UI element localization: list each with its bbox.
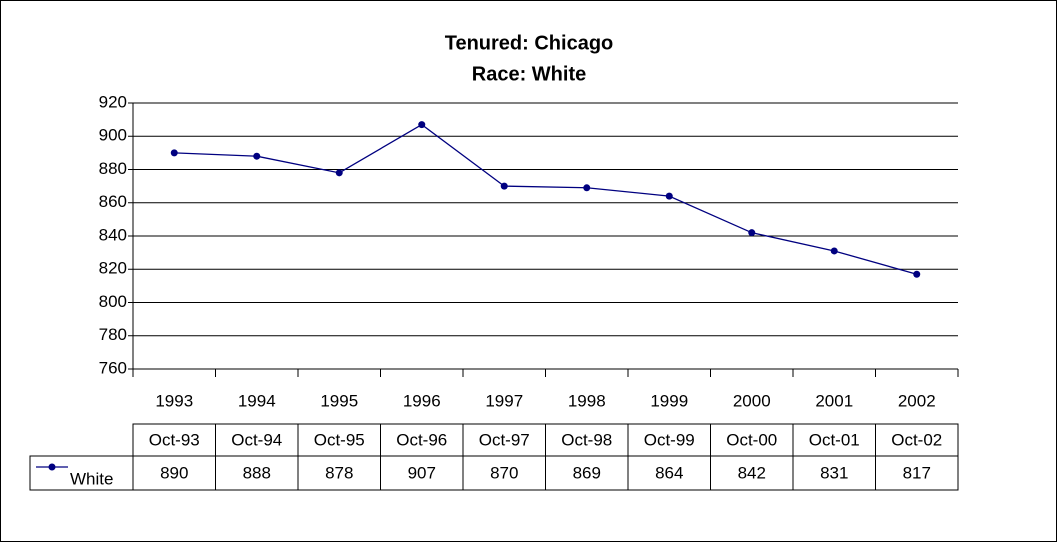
x-tick-label: 1995 bbox=[320, 391, 358, 410]
x-tick-label: 1998 bbox=[568, 391, 606, 410]
y-tick-label: 860 bbox=[99, 192, 127, 211]
table-header: Oct-99 bbox=[644, 430, 695, 449]
y-tick-label: 780 bbox=[99, 325, 127, 344]
x-tick-label: 1997 bbox=[485, 391, 523, 410]
data-point bbox=[583, 184, 591, 192]
table-value: 888 bbox=[243, 463, 271, 482]
table-value: 907 bbox=[408, 463, 436, 482]
data-point bbox=[500, 182, 508, 190]
x-tick-label: 2002 bbox=[898, 391, 936, 410]
table-value: 831 bbox=[820, 463, 848, 482]
data-point bbox=[748, 229, 756, 237]
x-tick-label: 1993 bbox=[155, 391, 193, 410]
data-point bbox=[913, 270, 921, 278]
legend-marker bbox=[48, 463, 56, 471]
data-point bbox=[335, 169, 343, 177]
x-tick-label: 1994 bbox=[238, 391, 276, 410]
table-header: Oct-00 bbox=[726, 430, 777, 449]
data-point bbox=[170, 149, 178, 157]
table-value: 870 bbox=[490, 463, 518, 482]
series-line bbox=[174, 123, 917, 275]
table-header: Oct-98 bbox=[561, 430, 612, 449]
x-tick-label: 1996 bbox=[403, 391, 441, 410]
table-data-row bbox=[29, 455, 959, 491]
table-value: 869 bbox=[573, 463, 601, 482]
y-tick-label: 800 bbox=[99, 292, 127, 311]
table-header: Oct-02 bbox=[891, 430, 942, 449]
table-header: Oct-96 bbox=[396, 430, 447, 449]
x-tick-label: 1999 bbox=[650, 391, 688, 410]
table-header: Oct-01 bbox=[809, 430, 860, 449]
y-tick-label: 840 bbox=[99, 225, 127, 244]
table-header: Oct-94 bbox=[231, 430, 282, 449]
y-tick-label: 760 bbox=[99, 358, 127, 377]
x-tick-label: 2001 bbox=[815, 391, 853, 410]
chart-subtitle: Race: White bbox=[472, 63, 586, 85]
y-tick-label: 880 bbox=[99, 159, 127, 178]
data-point bbox=[253, 152, 261, 160]
table-value: 878 bbox=[325, 463, 353, 482]
data-point bbox=[418, 121, 426, 129]
data-point bbox=[665, 192, 673, 200]
table-header: Oct-93 bbox=[149, 430, 200, 449]
table-value: 817 bbox=[903, 463, 931, 482]
table-value: 842 bbox=[738, 463, 766, 482]
y-tick-label: 900 bbox=[99, 126, 127, 145]
data-point bbox=[830, 247, 838, 255]
y-tick-label: 820 bbox=[99, 259, 127, 278]
table-value: 864 bbox=[655, 463, 683, 482]
y-tick-label: 920 bbox=[99, 92, 127, 111]
table-header: Oct-95 bbox=[314, 430, 365, 449]
table-value: 890 bbox=[160, 463, 188, 482]
chart-title: Tenured: Chicago bbox=[445, 32, 614, 54]
x-tick-label: 2000 bbox=[733, 391, 771, 410]
table-header: Oct-97 bbox=[479, 430, 530, 449]
legend-label: White bbox=[70, 469, 113, 488]
